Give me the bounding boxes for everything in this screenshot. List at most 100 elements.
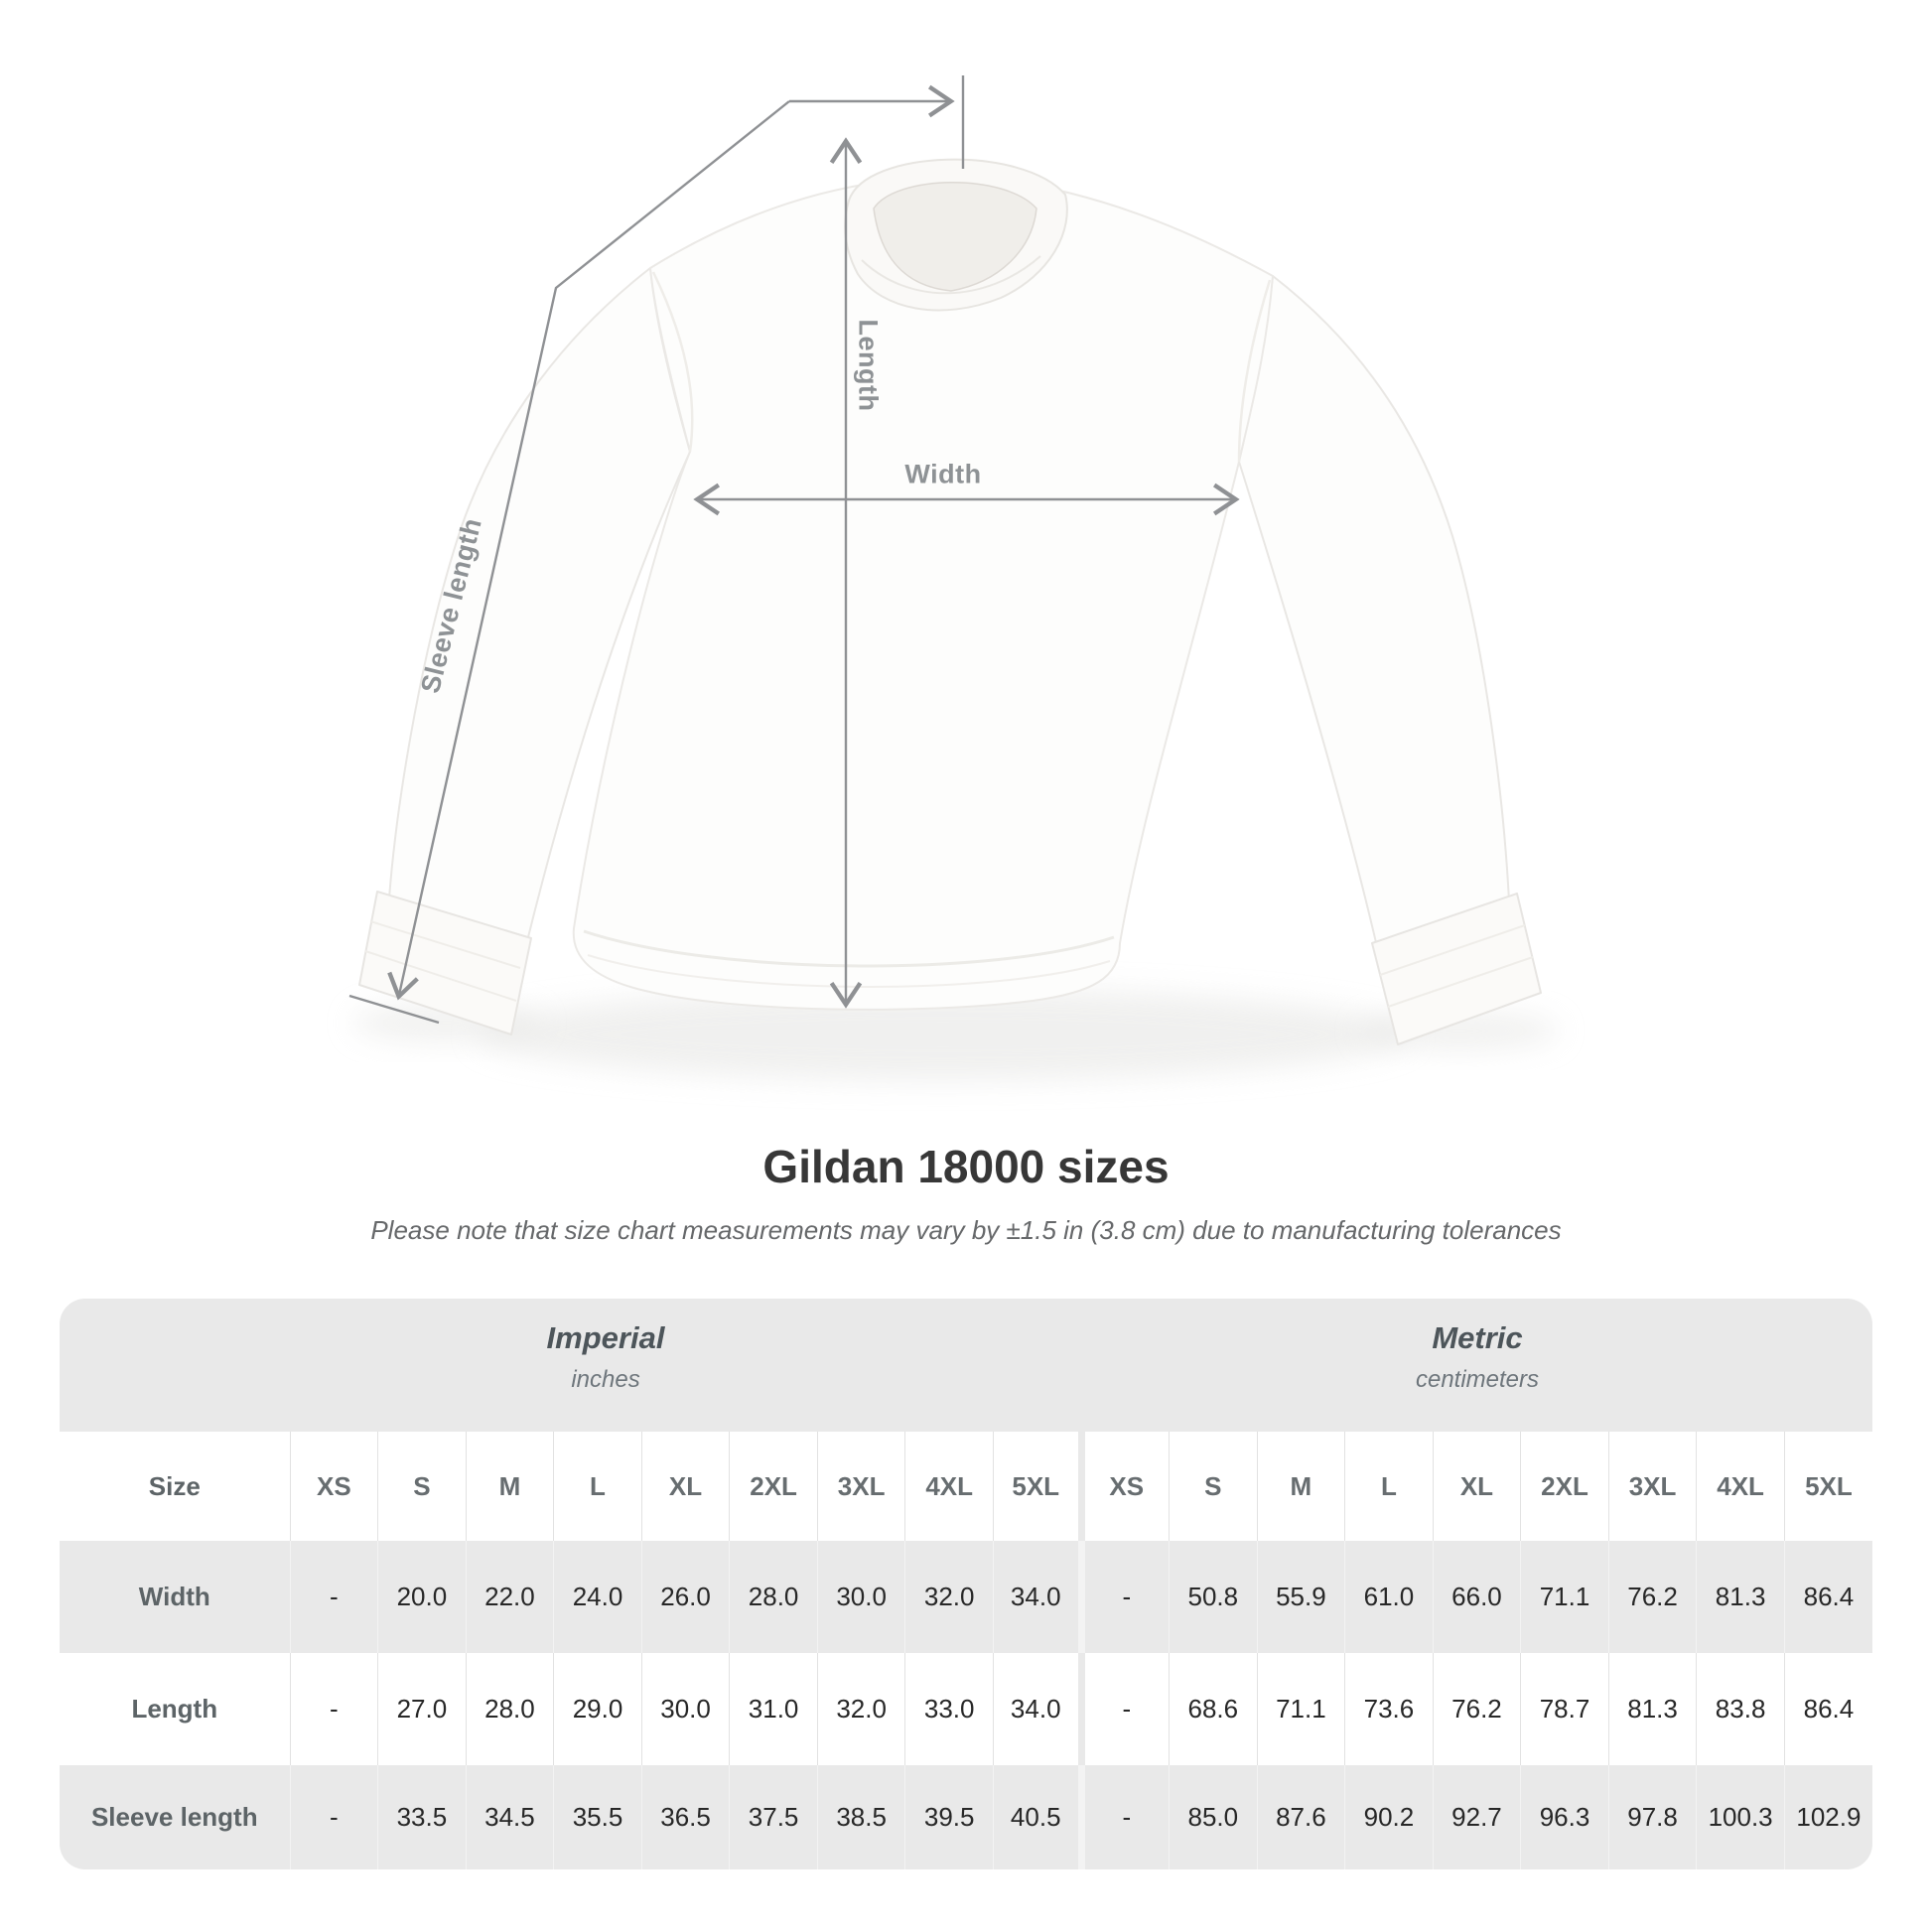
- value-cell: 28.0: [465, 1653, 554, 1765]
- value-cell: 37.5: [729, 1765, 818, 1869]
- size-table: Imperial inches Metric centimeters Size …: [60, 1299, 1872, 1869]
- row-label: Sleeve length: [90, 1802, 258, 1832]
- size-header-cell: Size: [148, 1470, 201, 1501]
- length-annotation-label: Length: [853, 319, 884, 412]
- unit-group-metric: Metric centimeters: [1318, 1318, 1636, 1394]
- value-cell: 30.0: [816, 1541, 905, 1653]
- size-col: XS: [1077, 1432, 1170, 1541]
- size-col: S: [1169, 1432, 1258, 1541]
- value-cell: 68.6: [1169, 1653, 1258, 1765]
- size-col: XL: [640, 1432, 730, 1541]
- value-cell: -: [1077, 1653, 1170, 1765]
- tolerance-note: Please note that size chart measurements…: [370, 1215, 1562, 1245]
- value-cell: 83.8: [1696, 1653, 1785, 1765]
- value-cell: 39.5: [904, 1765, 994, 1869]
- value-cell: 31.0: [729, 1653, 818, 1765]
- value-cell: 36.5: [640, 1765, 730, 1869]
- value-cell: 81.3: [1607, 1653, 1697, 1765]
- value-cell: 33.0: [904, 1653, 994, 1765]
- value-cell: 86.4: [1783, 1653, 1872, 1765]
- right-sleeve: [1238, 275, 1510, 952]
- value-cell: 55.9: [1256, 1541, 1345, 1653]
- value-cell: 32.0: [816, 1653, 905, 1765]
- value-cell: 71.1: [1256, 1653, 1345, 1765]
- value-cell: 35.5: [553, 1765, 642, 1869]
- width-annotation-label: Width: [904, 459, 982, 489]
- unit-group-name: Metric: [1432, 1320, 1523, 1355]
- value-cell: 34.0: [992, 1541, 1081, 1653]
- unit-group-imperial: Imperial inches: [447, 1318, 764, 1394]
- size-header-row: Size XS S M L XL 2XL 3XL 4XL 5XL XS S M …: [60, 1432, 1872, 1541]
- sweatshirt: [358, 158, 1542, 1045]
- size-col: XS: [289, 1432, 378, 1541]
- size-col: 4XL: [1696, 1432, 1785, 1541]
- value-cell: 32.0: [904, 1541, 994, 1653]
- value-cell: 92.7: [1432, 1765, 1521, 1869]
- size-col: 5XL: [1783, 1432, 1872, 1541]
- size-col: M: [1256, 1432, 1345, 1541]
- size-col: 5XL: [992, 1432, 1081, 1541]
- size-grid: Size XS S M L XL 2XL 3XL 4XL 5XL XS S M …: [60, 1432, 1872, 1869]
- value-cell: 73.6: [1344, 1653, 1434, 1765]
- value-cell: -: [289, 1653, 378, 1765]
- value-cell: 61.0: [1344, 1541, 1434, 1653]
- value-cell: 33.5: [377, 1765, 467, 1869]
- value-cell: 26.0: [640, 1541, 730, 1653]
- value-cell: 40.5: [992, 1765, 1081, 1869]
- value-cell: 28.0: [729, 1541, 818, 1653]
- width-row: Width - 20.0 22.0 24.0 26.0 28.0 30.0 32…: [60, 1541, 1872, 1653]
- row-label: Length: [131, 1694, 218, 1724]
- size-col: S: [377, 1432, 467, 1541]
- value-cell: -: [289, 1765, 378, 1869]
- value-cell: 81.3: [1696, 1541, 1785, 1653]
- unit-group-name: Imperial: [546, 1320, 665, 1355]
- size-col: 2XL: [729, 1432, 818, 1541]
- value-cell: 76.2: [1607, 1541, 1697, 1653]
- unit-header-band: Imperial inches Metric centimeters: [60, 1299, 1872, 1432]
- right-cuff: [1371, 893, 1542, 1045]
- value-cell: 66.0: [1432, 1541, 1521, 1653]
- value-cell: 76.2: [1432, 1653, 1521, 1765]
- size-col: XL: [1432, 1432, 1521, 1541]
- value-cell: 50.8: [1169, 1541, 1258, 1653]
- size-col: L: [1344, 1432, 1434, 1541]
- value-cell: -: [1077, 1765, 1170, 1869]
- value-cell: 29.0: [553, 1653, 642, 1765]
- value-cell: 71.1: [1520, 1541, 1609, 1653]
- value-cell: 24.0: [553, 1541, 642, 1653]
- size-col: L: [553, 1432, 642, 1541]
- unit-group-unit: centimeters: [1415, 1366, 1540, 1393]
- neck-opening: [873, 182, 1037, 292]
- value-cell: 97.8: [1607, 1765, 1697, 1869]
- value-cell: 78.7: [1520, 1653, 1609, 1765]
- unit-group-unit: inches: [571, 1366, 640, 1393]
- value-cell: 38.5: [816, 1765, 905, 1869]
- sleeve-length-row: Sleeve length - 33.5 34.5 35.5 36.5 37.5…: [60, 1765, 1872, 1869]
- measurement-annotations: [348, 75, 1240, 1025]
- row-label: Width: [138, 1582, 210, 1611]
- value-cell: 34.5: [465, 1765, 554, 1869]
- length-row: Length - 27.0 28.0 29.0 30.0 31.0 32.0 3…: [60, 1653, 1872, 1765]
- value-cell: -: [1077, 1541, 1170, 1653]
- sleeve-length-arrow: [348, 75, 965, 1025]
- value-cell: 27.0: [377, 1653, 467, 1765]
- value-cell: 34.0: [992, 1653, 1081, 1765]
- value-cell: 86.4: [1783, 1541, 1872, 1653]
- value-cell: 30.0: [640, 1653, 730, 1765]
- value-cell: 85.0: [1169, 1765, 1258, 1869]
- size-col: 4XL: [904, 1432, 994, 1541]
- sweatshirt-illustration: [348, 75, 1559, 1080]
- value-cell: 96.3: [1520, 1765, 1609, 1869]
- value-cell: 87.6: [1256, 1765, 1345, 1869]
- size-col: M: [465, 1432, 554, 1541]
- value-cell: 100.3: [1696, 1765, 1785, 1869]
- value-cell: 22.0: [465, 1541, 554, 1653]
- size-col: 3XL: [816, 1432, 905, 1541]
- size-col: 3XL: [1607, 1432, 1697, 1541]
- value-cell: 90.2: [1344, 1765, 1434, 1869]
- value-cell: 20.0: [377, 1541, 467, 1653]
- size-col: 2XL: [1520, 1432, 1609, 1541]
- page-title: Gildan 18000 sizes: [762, 1141, 1170, 1192]
- value-cell: 102.9: [1783, 1765, 1872, 1869]
